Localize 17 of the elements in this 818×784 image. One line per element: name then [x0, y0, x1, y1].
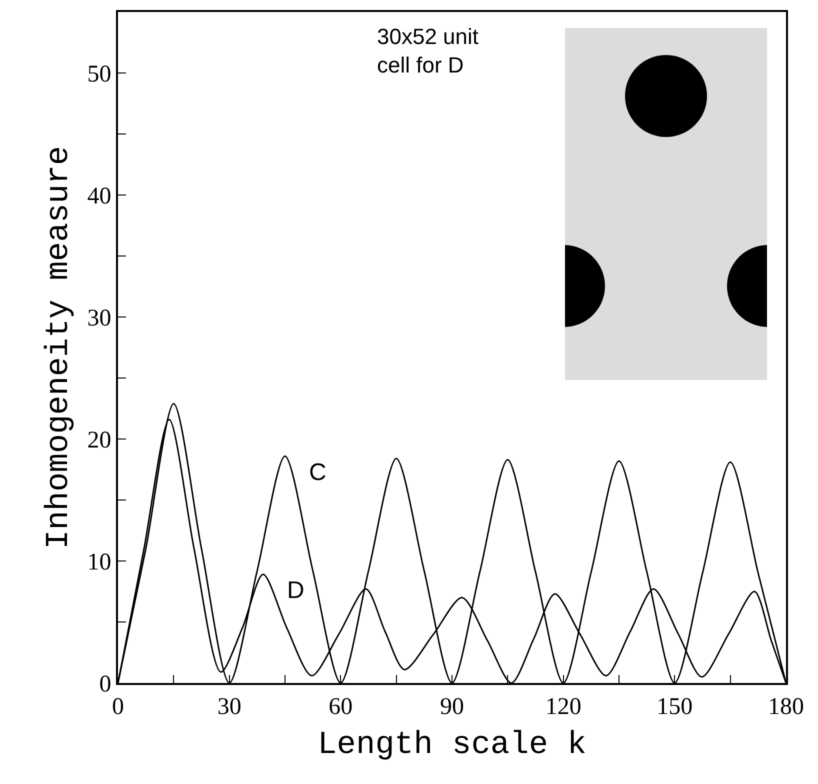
x-tick-label: 30 [217, 694, 242, 720]
y-tick-label: 10 [87, 549, 112, 576]
annotation: 30x52 unit cell for D [377, 24, 479, 78]
x-tick-label: 180 [768, 694, 804, 720]
x-axis-title: Length scale k [318, 726, 586, 764]
x-tick-label: 120 [545, 694, 582, 720]
series-label: D [287, 577, 304, 604]
y-tick-label: 40 [87, 183, 112, 210]
y-tick-label: 50 [87, 61, 112, 88]
x-tick-label: 150 [656, 694, 693, 720]
series-label: C [309, 459, 326, 486]
x-tick-label: 90 [440, 694, 464, 720]
y-axis-title: Inhomogeneity measure [40, 146, 77, 550]
y-tick-label: 30 [87, 305, 112, 332]
y-tick-label: 0 [99, 671, 112, 698]
y-tick-label: 20 [87, 427, 112, 454]
x-tick-label: 60 [328, 694, 353, 720]
